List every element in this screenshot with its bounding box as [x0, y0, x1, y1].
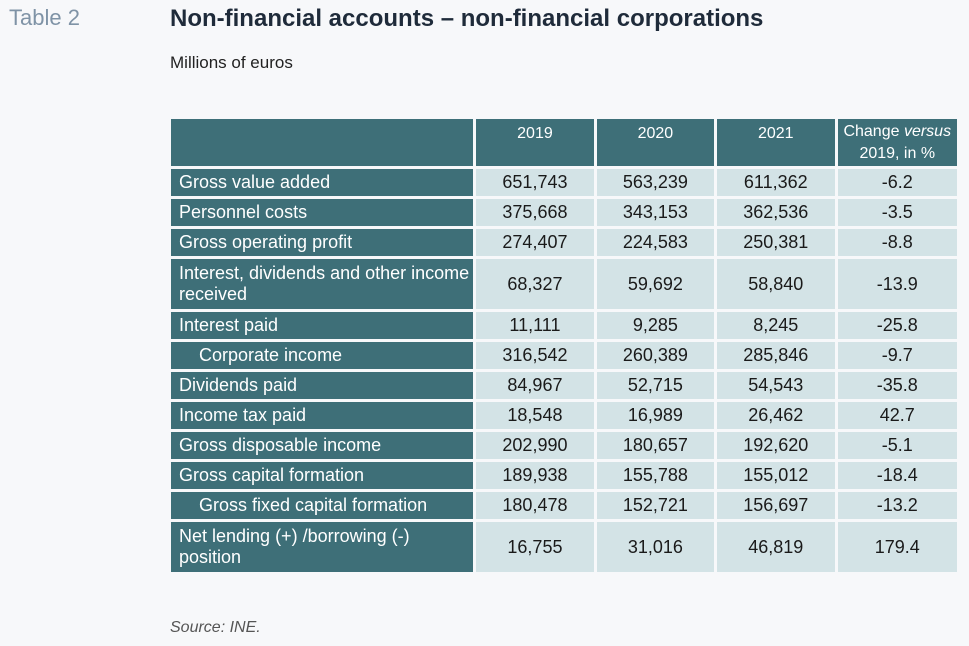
value-2021: 54,543: [717, 372, 835, 399]
table-header-row: 2019 2020 2021 Change versus 2019, in %: [171, 119, 957, 166]
table-number-label: Table 2: [9, 5, 80, 30]
value-change-pct: 42.7: [837, 402, 957, 429]
value-change-pct: -9.7: [837, 342, 957, 369]
value-2019: 651,743: [476, 169, 594, 196]
value-change-pct: -5.1: [837, 432, 957, 459]
value-change-pct: -25.8: [837, 312, 957, 339]
row-label: Interest, dividends and other income rec…: [171, 259, 474, 309]
row-label: Gross value added: [171, 169, 474, 196]
value-2020: 155,788: [596, 462, 715, 489]
header-2021: 2021: [717, 119, 835, 166]
value-change-pct: -13.9: [837, 259, 957, 309]
value-2021: 611,362: [717, 169, 835, 196]
header-2019: 2019: [476, 119, 594, 166]
value-change-pct: 179.4: [837, 522, 957, 572]
value-2021: 26,462: [717, 402, 835, 429]
table-row: Gross fixed capital formation 180,478 152,…: [171, 492, 957, 519]
table-row: Gross operating profit 274,407 224,583 250,…: [171, 229, 957, 256]
row-label: Corporate income: [171, 342, 474, 369]
table-row: Dividends paid 84,967 52,715 54,543 -35.8: [171, 372, 957, 399]
table-row: Interest paid 11,111 9,285 8,245 -25.8: [171, 312, 957, 339]
value-2020: 152,721: [596, 492, 715, 519]
value-2021: 155,012: [717, 462, 835, 489]
source-note: Source: INE.: [170, 619, 261, 636]
value-2021: 362,536: [717, 199, 835, 226]
accounts-table: 2019 2020 2021 Change versus 2019, in % G…: [168, 116, 960, 575]
value-2019: 16,755: [476, 522, 594, 572]
value-2020: 52,715: [596, 372, 715, 399]
value-change-pct: -8.8: [837, 229, 957, 256]
header-2020: 2020: [596, 119, 715, 166]
value-2019: 274,407: [476, 229, 594, 256]
value-change-pct: -6.2: [837, 169, 957, 196]
value-2019: 189,938: [476, 462, 594, 489]
units-subtitle: Millions of euros: [170, 53, 293, 72]
value-2021: 285,846: [717, 342, 835, 369]
value-change-pct: -3.5: [837, 199, 957, 226]
value-2020: 563,239: [596, 169, 715, 196]
value-2019: 68,327: [476, 259, 594, 309]
value-2021: 46,819: [717, 522, 835, 572]
value-change-pct: -13.2: [837, 492, 957, 519]
row-label: Interest paid: [171, 312, 474, 339]
page-title: Non-financial accounts – non-financial c…: [170, 5, 764, 32]
table-row: Interest, dividends and other income rec…: [171, 259, 957, 309]
table-row: Gross capital formation 189,938 155,788 155…: [171, 462, 957, 489]
value-2021: 156,697: [717, 492, 835, 519]
header-change-suffix: 2019, in %: [859, 144, 936, 162]
row-label: Gross fixed capital formation: [171, 492, 474, 519]
table-row: Corporate income 316,542 260,389 285,846 -9.…: [171, 342, 957, 369]
value-2019: 18,548: [476, 402, 594, 429]
table-row: Gross disposable income 202,990 180,657 192…: [171, 432, 957, 459]
header-change: Change versus 2019, in %: [837, 119, 957, 166]
table-row: Net lending (+) /borrowing (-) position 1…: [171, 522, 957, 572]
value-2019: 375,668: [476, 199, 594, 226]
value-2020: 260,389: [596, 342, 715, 369]
row-label: Net lending (+) /borrowing (-) position: [171, 522, 474, 572]
value-2019: 180,478: [476, 492, 594, 519]
value-2020: 59,692: [596, 259, 715, 309]
row-label: Gross capital formation: [171, 462, 474, 489]
row-label: Income tax paid: [171, 402, 474, 429]
row-label: Dividends paid: [171, 372, 474, 399]
row-label: Gross operating profit: [171, 229, 474, 256]
value-2019: 11,111: [476, 312, 594, 339]
header-change-prefix: Change: [843, 122, 904, 140]
value-change-pct: -35.8: [837, 372, 957, 399]
value-2020: 16,989: [596, 402, 715, 429]
value-2020: 224,583: [596, 229, 715, 256]
value-2019: 202,990: [476, 432, 594, 459]
value-2020: 180,657: [596, 432, 715, 459]
table-body: Gross value added 651,743 563,239 611,362 -6…: [171, 169, 957, 572]
table-row: Gross value added 651,743 563,239 611,362 -6…: [171, 169, 957, 196]
table-row: Personnel costs 375,668 343,153 362,536 -3.5: [171, 199, 957, 226]
value-change-pct: -18.4: [837, 462, 957, 489]
row-label: Gross disposable income: [171, 432, 474, 459]
value-2021: 192,620: [717, 432, 835, 459]
value-2021: 8,245: [717, 312, 835, 339]
row-label: Personnel costs: [171, 199, 474, 226]
header-label-cell: [171, 119, 474, 166]
value-2020: 9,285: [596, 312, 715, 339]
value-2021: 250,381: [717, 229, 835, 256]
value-2020: 31,016: [596, 522, 715, 572]
value-2019: 84,967: [476, 372, 594, 399]
value-2019: 316,542: [476, 342, 594, 369]
value-2021: 58,840: [717, 259, 835, 309]
header-change-versus: versus: [903, 122, 952, 140]
value-2020: 343,153: [596, 199, 715, 226]
table-row: Income tax paid 18,548 16,989 26,462 42.7: [171, 402, 957, 429]
